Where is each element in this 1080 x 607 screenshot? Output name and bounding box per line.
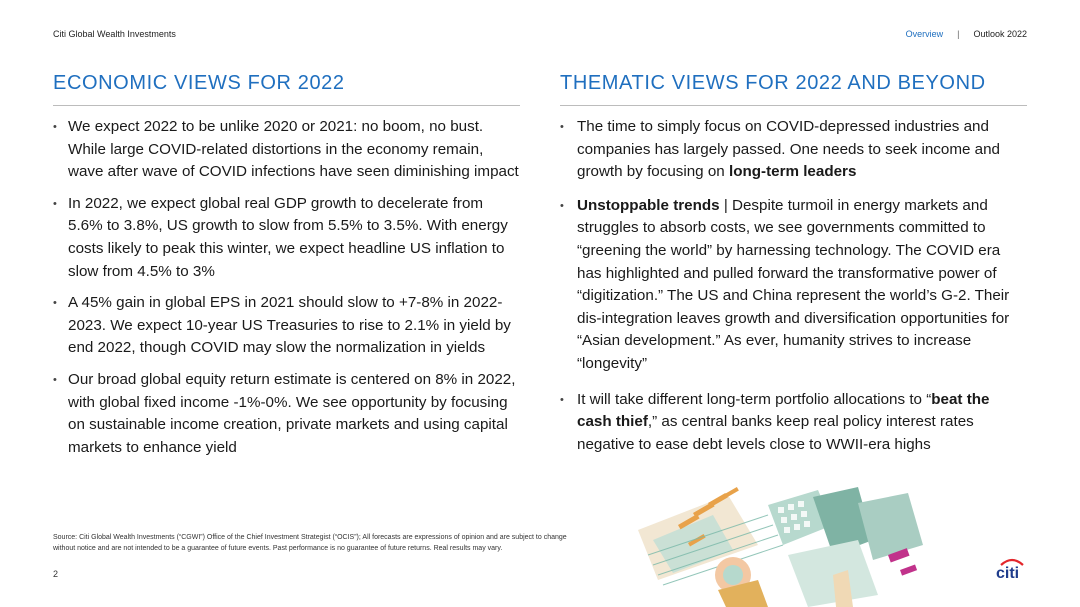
bullet-icon: • (53, 297, 57, 310)
decorative-city-illustration (638, 486, 923, 607)
list-item: • It will take different long-term portfo… (560, 389, 1027, 457)
citi-logo-text: citi (996, 565, 1019, 580)
company-name: Citi Global Wealth Investments (53, 29, 176, 39)
bullet-text: In 2022, we expect global real GDP growt… (68, 194, 508, 280)
header-nav: Overview | Outlook 2022 (906, 29, 1027, 39)
thematic-views-list: • The time to simply focus on COVID-depre… (560, 116, 1027, 456)
bullet-icon: • (560, 121, 564, 133)
economic-views-list: • We expect 2022 to be unlike 2020 or 202… (53, 116, 520, 459)
bullet-text: Our broad global equity return estimate … (68, 370, 516, 456)
bullet-icon: • (53, 121, 57, 133)
bullet-icon: • (560, 393, 564, 406)
nav-outlook-title: Outlook 2022 (973, 29, 1027, 39)
list-item: • A 45% gain in global EPS in 2021 should… (53, 292, 520, 360)
list-item: • The time to simply focus on COVID-depre… (560, 116, 1027, 184)
list-item: • Our broad global equity return estimate… (53, 369, 520, 459)
economic-views-heading: ECONOMIC VIEWS FOR 2022 (53, 72, 520, 106)
nav-overview-link[interactable]: Overview (905, 29, 944, 39)
thematic-views-column: THEMATIC VIEWS FOR 2022 AND BEYOND • The … (560, 72, 1027, 465)
bullet-text: A 45% gain in global EPS in 2021 should … (68, 294, 511, 357)
bullet-text: We expect 2022 to be unlike 2020 or 2021… (68, 118, 519, 181)
bullet-text: It will take different long-term portfol… (577, 390, 932, 408)
thematic-views-heading: THEMATIC VIEWS FOR 2022 AND BEYOND (560, 72, 1027, 106)
bullet-bold-text: beat the cash thief (577, 390, 990, 431)
list-item: • We expect 2022 to be unlike 2020 or 202… (53, 116, 520, 184)
source-footnote: Source: Citi Global Wealth Investments (… (53, 534, 567, 552)
bullet-icon: • (53, 197, 57, 210)
citi-logo: citi (996, 558, 1024, 580)
bullet-text: ,” as central banks keep real policy int… (577, 413, 974, 453)
bullet-text: The time to simply focus on COVID-depres… (577, 118, 1000, 181)
bullet-bold-text: long-term leaders (728, 163, 857, 181)
bullet-bold-text: Unstoppable trends (577, 196, 720, 214)
bullet-icon: • (53, 373, 57, 386)
list-item: • Unstoppable trends | Despite turmoil in… (560, 195, 1027, 376)
bullet-text: | Despite turmoil in energy markets and … (577, 196, 1010, 372)
bullet-icon: • (560, 199, 564, 212)
economic-views-column: ECONOMIC VIEWS FOR 2022 • We expect 2022 … (53, 72, 520, 468)
nav-separator: | (957, 29, 960, 39)
page-number: 2 (53, 569, 59, 579)
list-item: • In 2022, we expect global real GDP grow… (53, 193, 520, 283)
